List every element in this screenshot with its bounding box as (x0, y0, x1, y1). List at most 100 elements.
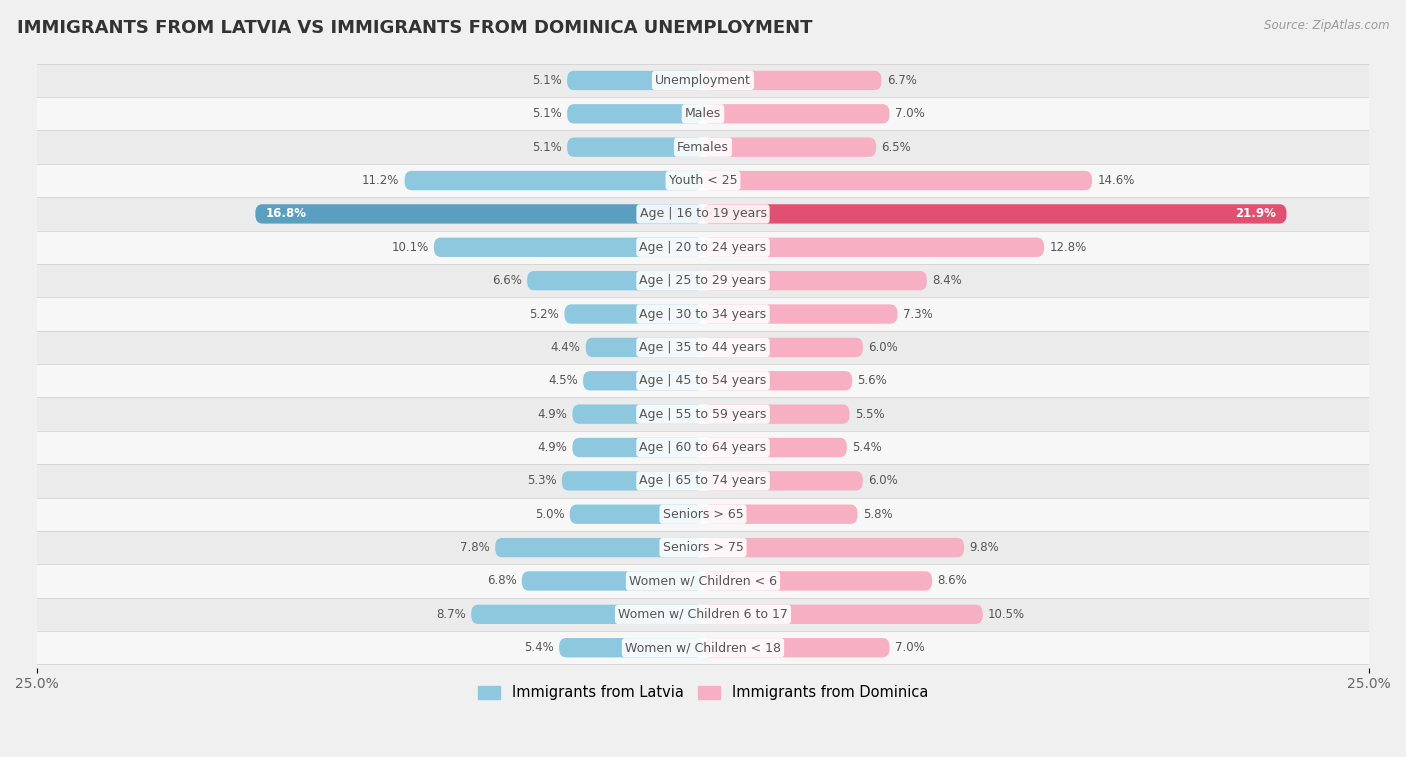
Text: Age | 60 to 64 years: Age | 60 to 64 years (640, 441, 766, 454)
Text: 8.6%: 8.6% (938, 575, 967, 587)
Text: 6.6%: 6.6% (492, 274, 522, 287)
Text: Age | 35 to 44 years: Age | 35 to 44 years (640, 341, 766, 354)
FancyBboxPatch shape (703, 538, 965, 557)
Text: 8.7%: 8.7% (436, 608, 465, 621)
Text: Seniors > 65: Seniors > 65 (662, 508, 744, 521)
Bar (37, 564, 1369, 597)
FancyBboxPatch shape (703, 505, 858, 524)
FancyBboxPatch shape (703, 404, 849, 424)
Text: 5.1%: 5.1% (531, 141, 562, 154)
Text: Age | 45 to 54 years: Age | 45 to 54 years (640, 374, 766, 388)
Bar (37, 97, 1369, 130)
Text: 5.0%: 5.0% (534, 508, 564, 521)
Text: 6.5%: 6.5% (882, 141, 911, 154)
FancyBboxPatch shape (434, 238, 703, 257)
Text: 6.8%: 6.8% (486, 575, 516, 587)
Bar (37, 531, 1369, 564)
Text: 12.8%: 12.8% (1049, 241, 1087, 254)
Bar (37, 331, 1369, 364)
Text: Women w/ Children < 6: Women w/ Children < 6 (628, 575, 778, 587)
FancyBboxPatch shape (495, 538, 703, 557)
Text: 5.4%: 5.4% (524, 641, 554, 654)
Text: 6.0%: 6.0% (868, 475, 898, 488)
FancyBboxPatch shape (703, 605, 983, 624)
FancyBboxPatch shape (703, 238, 1045, 257)
Bar (37, 597, 1369, 631)
Bar (37, 298, 1369, 331)
Text: IMMIGRANTS FROM LATVIA VS IMMIGRANTS FROM DOMINICA UNEMPLOYMENT: IMMIGRANTS FROM LATVIA VS IMMIGRANTS FRO… (17, 19, 813, 37)
FancyBboxPatch shape (703, 304, 897, 324)
FancyBboxPatch shape (572, 404, 703, 424)
Text: Women w/ Children < 18: Women w/ Children < 18 (626, 641, 780, 654)
Legend: Immigrants from Latvia, Immigrants from Dominica: Immigrants from Latvia, Immigrants from … (472, 679, 934, 706)
FancyBboxPatch shape (572, 438, 703, 457)
Text: 6.0%: 6.0% (868, 341, 898, 354)
Bar (37, 364, 1369, 397)
Text: Youth < 25: Youth < 25 (669, 174, 737, 187)
Text: Males: Males (685, 107, 721, 120)
FancyBboxPatch shape (703, 138, 876, 157)
Bar (37, 164, 1369, 198)
Text: 5.3%: 5.3% (527, 475, 557, 488)
Text: Source: ZipAtlas.com: Source: ZipAtlas.com (1264, 19, 1389, 32)
Text: 11.2%: 11.2% (361, 174, 399, 187)
Bar (37, 631, 1369, 665)
Text: 10.1%: 10.1% (391, 241, 429, 254)
FancyBboxPatch shape (703, 572, 932, 590)
Bar (37, 264, 1369, 298)
FancyBboxPatch shape (560, 638, 703, 657)
Text: 4.9%: 4.9% (537, 441, 567, 454)
Text: 5.4%: 5.4% (852, 441, 882, 454)
Bar (37, 198, 1369, 231)
Text: 14.6%: 14.6% (1097, 174, 1135, 187)
Text: 6.7%: 6.7% (887, 74, 917, 87)
Text: 5.6%: 5.6% (858, 374, 887, 388)
FancyBboxPatch shape (703, 471, 863, 491)
Bar (37, 497, 1369, 531)
Text: 7.3%: 7.3% (903, 307, 932, 320)
Text: 8.4%: 8.4% (932, 274, 962, 287)
Text: 5.8%: 5.8% (863, 508, 893, 521)
FancyBboxPatch shape (703, 338, 863, 357)
Text: 7.0%: 7.0% (894, 641, 925, 654)
Text: Age | 25 to 29 years: Age | 25 to 29 years (640, 274, 766, 287)
Text: Age | 30 to 34 years: Age | 30 to 34 years (640, 307, 766, 320)
Text: 7.0%: 7.0% (894, 107, 925, 120)
Text: Unemployment: Unemployment (655, 74, 751, 87)
Text: 10.5%: 10.5% (988, 608, 1025, 621)
Text: 5.5%: 5.5% (855, 407, 884, 421)
Text: Seniors > 75: Seniors > 75 (662, 541, 744, 554)
FancyBboxPatch shape (405, 171, 703, 190)
Text: Age | 16 to 19 years: Age | 16 to 19 years (640, 207, 766, 220)
Text: 4.9%: 4.9% (537, 407, 567, 421)
Text: 16.8%: 16.8% (266, 207, 307, 220)
Text: Age | 55 to 59 years: Age | 55 to 59 years (640, 407, 766, 421)
Bar (37, 64, 1369, 97)
Bar (37, 431, 1369, 464)
FancyBboxPatch shape (583, 371, 703, 391)
FancyBboxPatch shape (703, 271, 927, 291)
FancyBboxPatch shape (256, 204, 703, 223)
FancyBboxPatch shape (527, 271, 703, 291)
Text: 5.1%: 5.1% (531, 107, 562, 120)
FancyBboxPatch shape (567, 104, 703, 123)
Text: Females: Females (678, 141, 728, 154)
FancyBboxPatch shape (703, 438, 846, 457)
Text: Age | 20 to 24 years: Age | 20 to 24 years (640, 241, 766, 254)
Text: 4.5%: 4.5% (548, 374, 578, 388)
FancyBboxPatch shape (703, 104, 890, 123)
Bar (37, 130, 1369, 164)
FancyBboxPatch shape (703, 70, 882, 90)
FancyBboxPatch shape (567, 138, 703, 157)
Bar (37, 397, 1369, 431)
Text: Women w/ Children 6 to 17: Women w/ Children 6 to 17 (619, 608, 787, 621)
FancyBboxPatch shape (586, 338, 703, 357)
Bar (37, 231, 1369, 264)
FancyBboxPatch shape (703, 171, 1092, 190)
FancyBboxPatch shape (703, 204, 1286, 223)
FancyBboxPatch shape (567, 70, 703, 90)
FancyBboxPatch shape (562, 471, 703, 491)
FancyBboxPatch shape (522, 572, 703, 590)
Bar (37, 464, 1369, 497)
Text: 4.4%: 4.4% (551, 341, 581, 354)
